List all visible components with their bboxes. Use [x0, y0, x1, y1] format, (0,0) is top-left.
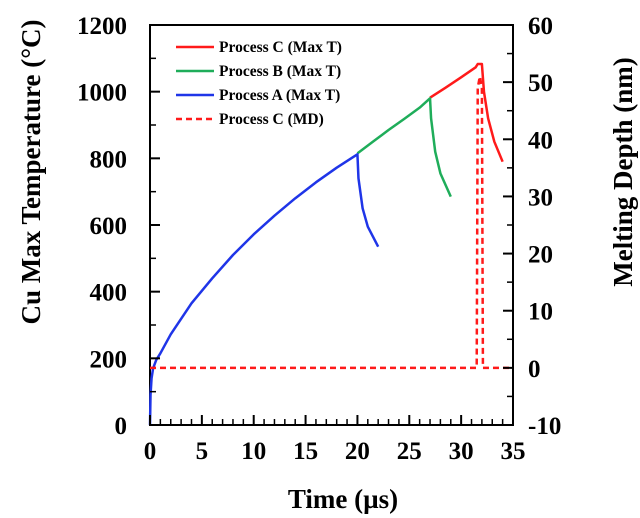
legend: Process C (Max T) Process B (Max T) Proces…: [176, 39, 342, 128]
y-left-tick-label-3: 600: [90, 213, 128, 240]
x-axis-title: Time (µs): [288, 484, 398, 514]
y-right-tick-label-0: -10: [528, 413, 561, 440]
series-layer: [148, 62, 513, 426]
y-left-tick-label-1: 200: [90, 346, 128, 373]
x-tick-label-6: 30: [449, 438, 474, 465]
y-left-tick-label-2: 400: [90, 280, 128, 307]
x-tick-label-2: 10: [241, 438, 266, 465]
ticks-layer: [149, 24, 514, 426]
series-line-1: [356, 97, 452, 198]
y-right-tick-label-2: 10: [528, 299, 553, 326]
legend-label-1: Process B (Max T): [219, 63, 341, 80]
y-left-tick-label-6: 1200: [77, 13, 127, 40]
y-right-tick-label-1: 0: [528, 356, 541, 383]
x-tick-label-4: 20: [345, 438, 370, 465]
legend-label-3: Process C (MD): [219, 111, 324, 128]
x-tick-label-5: 25: [397, 438, 422, 465]
y-right-tick-label-4: 30: [528, 184, 553, 211]
x-tick-label-0: 0: [144, 438, 157, 465]
y-left-tick-label-4: 800: [90, 146, 128, 173]
y-right-tick-label-7: 60: [528, 13, 553, 40]
legend-label-0: Process C (Max T): [219, 39, 342, 56]
x-tick-label-7: 35: [501, 438, 526, 465]
x-tick-label-1: 5: [196, 438, 209, 465]
y-right-tick-label-3: 20: [528, 242, 553, 269]
series-line-0: [429, 62, 504, 163]
y-axis-left-title: Cu Max Temperature (°C): [16, 19, 46, 324]
plot-border: [149, 24, 514, 426]
series-line-2: [148, 153, 380, 426]
y-axis-right-title: Melting Depth (nm): [608, 57, 638, 286]
y-left-tick-label-5: 1000: [77, 80, 127, 107]
plot-frame: [149, 24, 514, 426]
y-right-tick-label-5: 40: [528, 127, 553, 154]
tick-labels-layer: 0 5 10 15 20 25 30 35 0 200 400 600 800 1000 1200 -10 0 1…: [77, 13, 561, 465]
y-left-tick-label-0: 0: [115, 413, 128, 440]
legend-label-2: Process A (Max T): [219, 87, 340, 104]
series-line-3: [150, 75, 513, 370]
x-tick-label-3: 15: [293, 438, 318, 465]
y-right-tick-label-6: 50: [528, 70, 553, 97]
